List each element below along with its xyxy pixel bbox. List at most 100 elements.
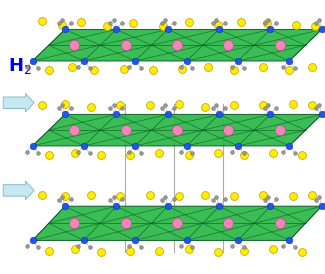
- Polygon shape: [135, 206, 168, 241]
- Point: [59, 22, 64, 27]
- Point: [175, 43, 180, 47]
- Point: [118, 194, 123, 198]
- Point: [262, 21, 267, 26]
- Point: [214, 102, 219, 107]
- Point: [72, 221, 77, 226]
- Point: [87, 66, 92, 70]
- Point: [68, 105, 73, 110]
- Point: [24, 150, 29, 154]
- Polygon shape: [135, 115, 168, 146]
- Point: [222, 105, 227, 110]
- Point: [176, 102, 181, 106]
- Point: [133, 144, 138, 148]
- Point: [171, 105, 176, 110]
- Point: [202, 192, 207, 197]
- Point: [36, 66, 41, 70]
- Point: [108, 21, 113, 26]
- Point: [30, 238, 35, 243]
- Point: [127, 150, 132, 154]
- Point: [186, 247, 191, 252]
- Point: [30, 59, 35, 63]
- Point: [87, 151, 92, 155]
- Point: [235, 59, 240, 63]
- Point: [175, 221, 180, 226]
- Point: [287, 144, 292, 148]
- Point: [231, 68, 237, 72]
- Point: [123, 221, 128, 226]
- Point: [281, 150, 286, 154]
- Point: [68, 21, 73, 25]
- Point: [175, 128, 180, 132]
- Point: [81, 144, 86, 148]
- Point: [111, 102, 116, 107]
- Point: [264, 21, 269, 25]
- Point: [98, 250, 103, 254]
- Point: [75, 150, 81, 154]
- Point: [317, 195, 322, 199]
- Point: [184, 59, 189, 63]
- Point: [75, 244, 81, 249]
- Point: [114, 204, 119, 209]
- Point: [214, 18, 219, 22]
- Point: [72, 151, 77, 156]
- Point: [184, 238, 189, 243]
- Point: [62, 194, 68, 198]
- Point: [287, 59, 292, 63]
- Point: [171, 197, 176, 202]
- Point: [241, 153, 246, 157]
- Point: [57, 106, 62, 110]
- Point: [150, 68, 155, 72]
- Point: [127, 244, 132, 249]
- Point: [75, 65, 81, 69]
- Point: [235, 238, 240, 243]
- FancyArrow shape: [3, 93, 34, 112]
- Point: [105, 24, 110, 28]
- Point: [178, 65, 183, 69]
- Point: [226, 221, 231, 226]
- Point: [87, 245, 92, 249]
- Point: [60, 102, 65, 107]
- Point: [162, 102, 168, 107]
- Point: [262, 198, 267, 202]
- Point: [88, 192, 94, 197]
- Point: [62, 102, 68, 106]
- Point: [162, 195, 168, 199]
- Point: [216, 27, 222, 32]
- Point: [274, 21, 279, 25]
- Point: [147, 192, 152, 197]
- Point: [241, 249, 246, 253]
- Point: [108, 198, 113, 202]
- Polygon shape: [187, 206, 219, 241]
- Point: [268, 112, 273, 117]
- Point: [290, 194, 295, 198]
- Point: [287, 238, 292, 243]
- Point: [127, 65, 132, 69]
- Point: [24, 65, 29, 69]
- Point: [165, 204, 170, 209]
- Point: [277, 43, 282, 47]
- Point: [123, 43, 128, 47]
- Point: [293, 22, 298, 27]
- Point: [138, 245, 144, 249]
- Point: [300, 250, 305, 254]
- FancyArrow shape: [3, 181, 34, 200]
- Point: [36, 245, 41, 249]
- Point: [190, 66, 195, 70]
- Point: [147, 103, 152, 108]
- Point: [216, 112, 222, 117]
- Point: [69, 65, 74, 69]
- Polygon shape: [187, 30, 219, 61]
- Point: [235, 144, 240, 148]
- Point: [309, 103, 315, 108]
- Point: [131, 21, 136, 25]
- Point: [46, 153, 51, 157]
- Point: [281, 244, 286, 249]
- Point: [159, 198, 164, 202]
- Point: [226, 128, 231, 132]
- Point: [92, 68, 97, 72]
- Polygon shape: [187, 115, 219, 146]
- Polygon shape: [84, 115, 116, 146]
- Point: [36, 151, 41, 155]
- Point: [72, 43, 77, 47]
- Point: [40, 18, 45, 23]
